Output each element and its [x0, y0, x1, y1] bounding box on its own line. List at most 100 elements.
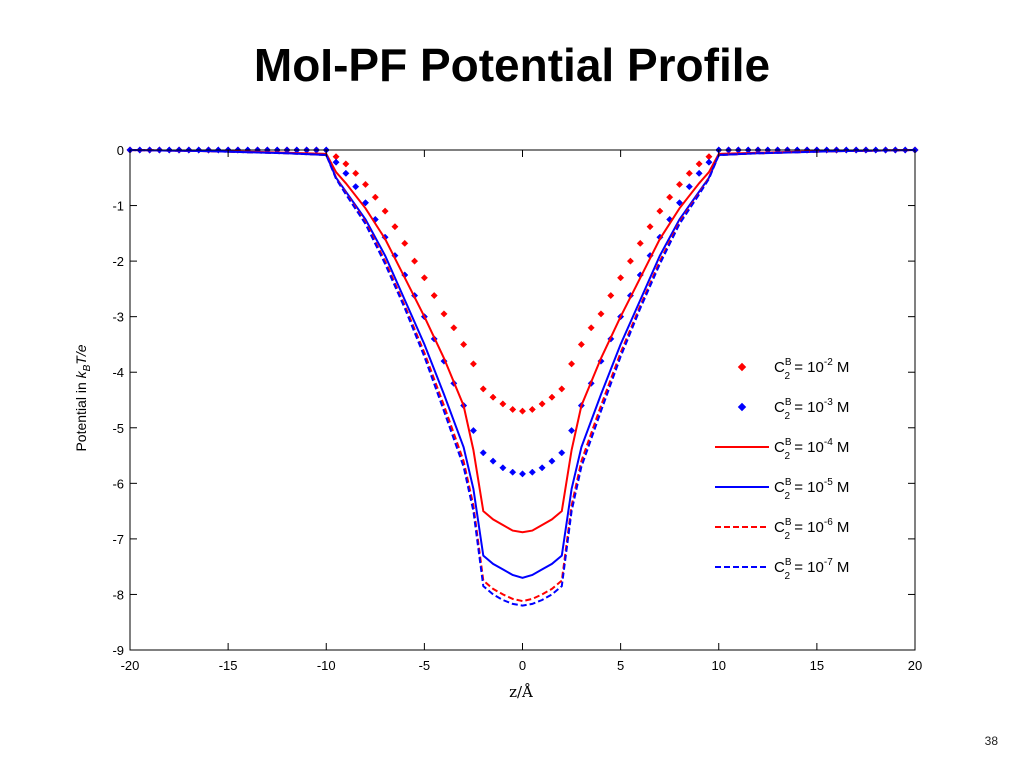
data-point [440, 310, 448, 318]
series-line [129, 149, 916, 607]
series-layer [126, 146, 919, 607]
axes-layer: -20 -15 -10 -5 0 5 10 15 20 0 -1 -2 -3 -4 -5 -6 -7 -8 -9 [112, 143, 922, 673]
data-point [666, 193, 674, 201]
data-point [352, 183, 360, 191]
data-point [411, 257, 419, 265]
y-axis-label: Potential in kBT/e [73, 344, 93, 451]
data-point [587, 324, 595, 332]
data-point [558, 385, 566, 393]
data-point [509, 468, 517, 476]
legend-label: CB 2 = 10-7 M [774, 557, 849, 582]
y-tick-label: -4 [112, 365, 124, 380]
plot-area [130, 150, 915, 650]
data-point [460, 340, 468, 348]
data-point [695, 169, 703, 177]
x-axis-label: z/Å [509, 683, 533, 701]
data-point [332, 158, 340, 166]
data-point [617, 274, 625, 282]
data-point [675, 199, 684, 207]
legend-label: CB 2 = 10-5 M [774, 477, 849, 502]
data-point [568, 360, 576, 368]
slide-title: MoI-PF Potential Profile [253, 39, 771, 91]
y-tick-label: -5 [112, 421, 124, 436]
data-point [499, 400, 507, 408]
data-point [469, 360, 477, 368]
data-point [558, 449, 566, 457]
legend-marker [737, 402, 747, 412]
data-point [489, 457, 497, 465]
legend-entry: CB 2 = 10-4 M [715, 437, 849, 462]
data-point [675, 180, 684, 188]
legend-label: CB 2 = 10-4 M [774, 437, 849, 462]
x-tick-label: 5 [617, 658, 624, 673]
data-point [479, 385, 487, 393]
data-point [568, 427, 576, 435]
plot-background [130, 150, 915, 650]
y-tick-label: -3 [112, 310, 124, 325]
data-point [450, 324, 458, 332]
y-tick-label: -9 [112, 643, 124, 658]
legend: CB 2 = 10-2 M CB 2 = 10-3 M CB 2 = 10-4 M CB 2 … [715, 357, 849, 582]
data-point [361, 199, 370, 207]
y-tick-label: 0 [117, 143, 124, 158]
data-point [361, 180, 370, 188]
x-tick-label: -10 [317, 658, 336, 673]
data-point [420, 274, 428, 282]
data-point [528, 468, 536, 476]
x-tick-label: 10 [712, 658, 726, 673]
series-line [129, 149, 916, 534]
legend-entry: CB 2 = 10-7 M [715, 557, 849, 582]
data-point [430, 292, 438, 300]
y-tick-label: -6 [112, 476, 124, 491]
data-point [538, 464, 546, 472]
data-point [577, 340, 585, 348]
data-point [499, 464, 507, 472]
data-point [695, 160, 703, 168]
data-point [607, 292, 615, 300]
page-number: 38 [984, 734, 998, 748]
data-point [509, 405, 517, 413]
y-tick-label: -2 [112, 254, 124, 269]
x-tick-label: 15 [810, 658, 824, 673]
data-point [636, 239, 644, 247]
data-point [381, 207, 389, 215]
legend-label: CB 2 = 10-3 M [774, 397, 849, 422]
data-point [489, 393, 497, 401]
data-point [371, 193, 379, 201]
data-point [352, 169, 360, 177]
data-point [342, 160, 350, 168]
y-tick-label: -7 [112, 532, 124, 547]
data-point [479, 449, 487, 457]
data-point [685, 169, 693, 177]
y-tick-label: -8 [112, 587, 124, 602]
data-point [528, 405, 536, 413]
y-tick-label: -1 [112, 199, 124, 214]
legend-entry: CB 2 = 10-3 M [737, 397, 849, 422]
x-tick-label: -20 [121, 658, 140, 673]
data-point [626, 257, 634, 265]
legend-label: CB 2 = 10-6 M [774, 517, 849, 542]
legend-entry: CB 2 = 10-2 M [737, 357, 849, 382]
data-point [518, 407, 527, 415]
data-point [646, 223, 654, 231]
data-point [548, 457, 556, 465]
series-3 [129, 149, 916, 534]
data-point [705, 158, 713, 166]
x-tick-label: -15 [219, 658, 238, 673]
data-point [391, 223, 399, 231]
legend-entry: CB 2 = 10-6 M [715, 517, 849, 542]
data-point [401, 239, 409, 247]
data-point [597, 310, 605, 318]
data-point [342, 169, 350, 177]
data-point [685, 183, 693, 191]
series-6 [129, 149, 916, 607]
data-point [656, 207, 664, 215]
data-point [518, 470, 527, 478]
legend-label: CB 2 = 10-2 M [774, 357, 849, 382]
x-tick-label: 0 [519, 658, 526, 673]
data-point [548, 393, 556, 401]
data-point [538, 400, 546, 408]
legend-entry: CB 2 = 10-5 M [715, 477, 849, 502]
x-tick-label: 20 [908, 658, 922, 673]
